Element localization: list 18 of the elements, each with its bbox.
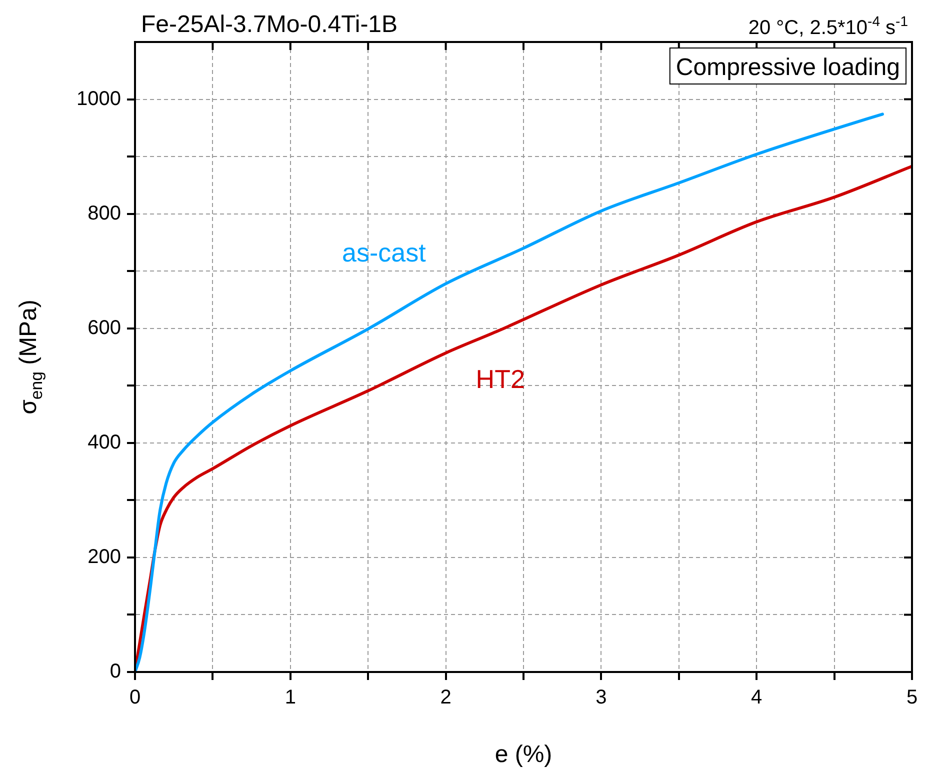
y-tick-label: 200 [88,546,121,568]
y-tick-label: 0 [110,660,121,683]
x-tick-label: 5 [906,686,918,709]
series-label: HT2 [476,364,525,394]
x-tick-label: 2 [440,686,452,709]
y-tick-label: 400 [88,431,121,454]
chart-title: Fe-25Al-3.7Mo-0.4Ti-1B [141,11,398,38]
x-tick-label: 3 [596,686,607,709]
y-tick-label: 800 [88,202,121,224]
x-tick-label: 0 [129,686,141,709]
y-tick-label: 600 [88,316,121,339]
x-tick-label: 4 [751,686,762,709]
series-label: as-cast [342,238,427,268]
x-axis-title: e (%) [494,741,552,768]
x-tick-label: 1 [284,686,296,709]
y-tick-label: 1000 [76,88,121,110]
y-axis-title: σeng (MPa) [15,300,46,414]
annotation: Compressive loading [676,54,900,81]
